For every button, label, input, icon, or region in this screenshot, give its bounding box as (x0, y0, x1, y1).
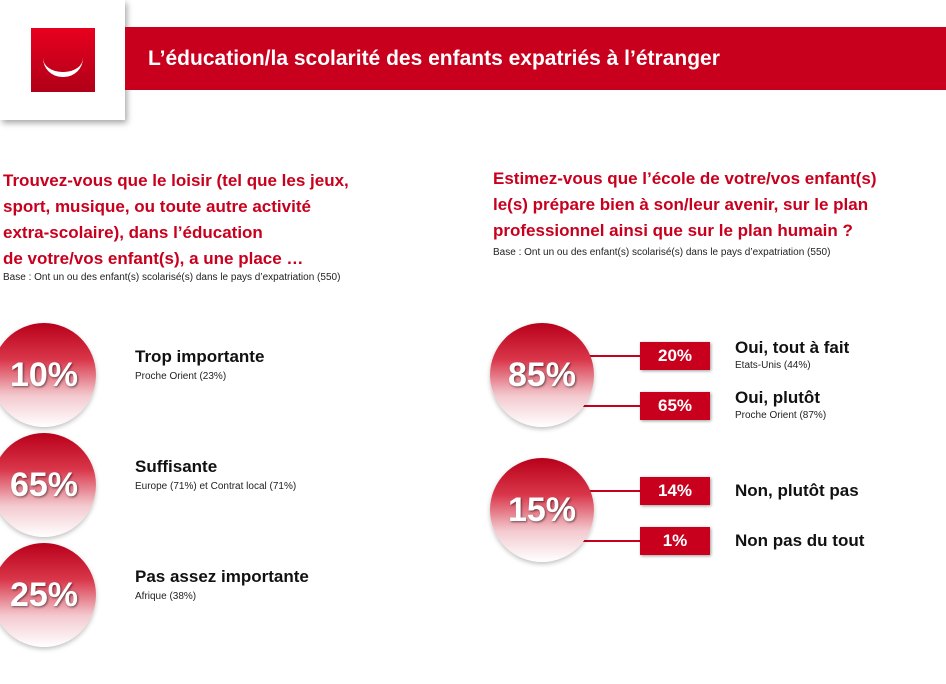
question-line: Trouvez-vous que le loisir (tel que les … (3, 171, 349, 190)
title: L’éducation/la scolarité des enfants exp… (148, 47, 720, 70)
connector (590, 490, 640, 492)
percent-circle: 65% (0, 433, 96, 537)
percent-circle: 85% (490, 323, 594, 427)
question-line: sport, musique, ou toute autre activité (3, 197, 311, 216)
percent-circle: 10% (0, 323, 96, 427)
connector (578, 405, 640, 407)
answer-label: Non, plutôt pas (735, 481, 859, 500)
connector (590, 355, 640, 357)
percent-circle: 15% (490, 458, 594, 562)
question-line: le(s) prépare bien à son/leur avenir, su… (493, 195, 869, 214)
answer-percent: 20% (640, 342, 710, 370)
connector (578, 540, 640, 542)
question-line: de votre/vos enfant(s), a une place … (3, 249, 304, 268)
answer-percent: 1% (640, 527, 710, 555)
answer-label: Oui, tout à fait (735, 338, 850, 357)
question-line: professionnel ainsi que sur le plan huma… (493, 221, 853, 240)
answer-detail: Proche Orient (23%) (135, 371, 227, 382)
answer-label: Pas assez importante (135, 567, 309, 586)
question-line: extra-scolaire), dans l’éducation (3, 223, 263, 242)
answer-detail: Etats-Unis (44%) (735, 360, 811, 371)
answer-detail: Europe (71%) et Contrat local (71%) (135, 481, 297, 492)
base-note: Base : Ont un ou des enfant(s) scolarisé… (493, 247, 831, 258)
answer-percent: 65% (640, 392, 710, 420)
logo (31, 28, 95, 92)
question-line: Estimez-vous que l’école de votre/vos en… (493, 169, 877, 188)
percent-circle: 25% (0, 543, 96, 647)
base-note: Base : Ont un ou des enfant(s) scolarisé… (3, 272, 341, 283)
answer-label: Trop importante (135, 347, 265, 366)
title-banner: L’éducation/la scolarité des enfants exp… (125, 27, 946, 90)
answer-label: Oui, plutôt (735, 388, 820, 407)
answer-percent: 14% (640, 477, 710, 505)
answer-label: Non pas du tout (735, 531, 865, 550)
answer-label: Suffisante (135, 457, 218, 476)
answer-detail: Proche Orient (87%) (735, 410, 827, 421)
logo-box (0, 0, 125, 120)
answer-detail: Afrique (38%) (135, 591, 197, 602)
